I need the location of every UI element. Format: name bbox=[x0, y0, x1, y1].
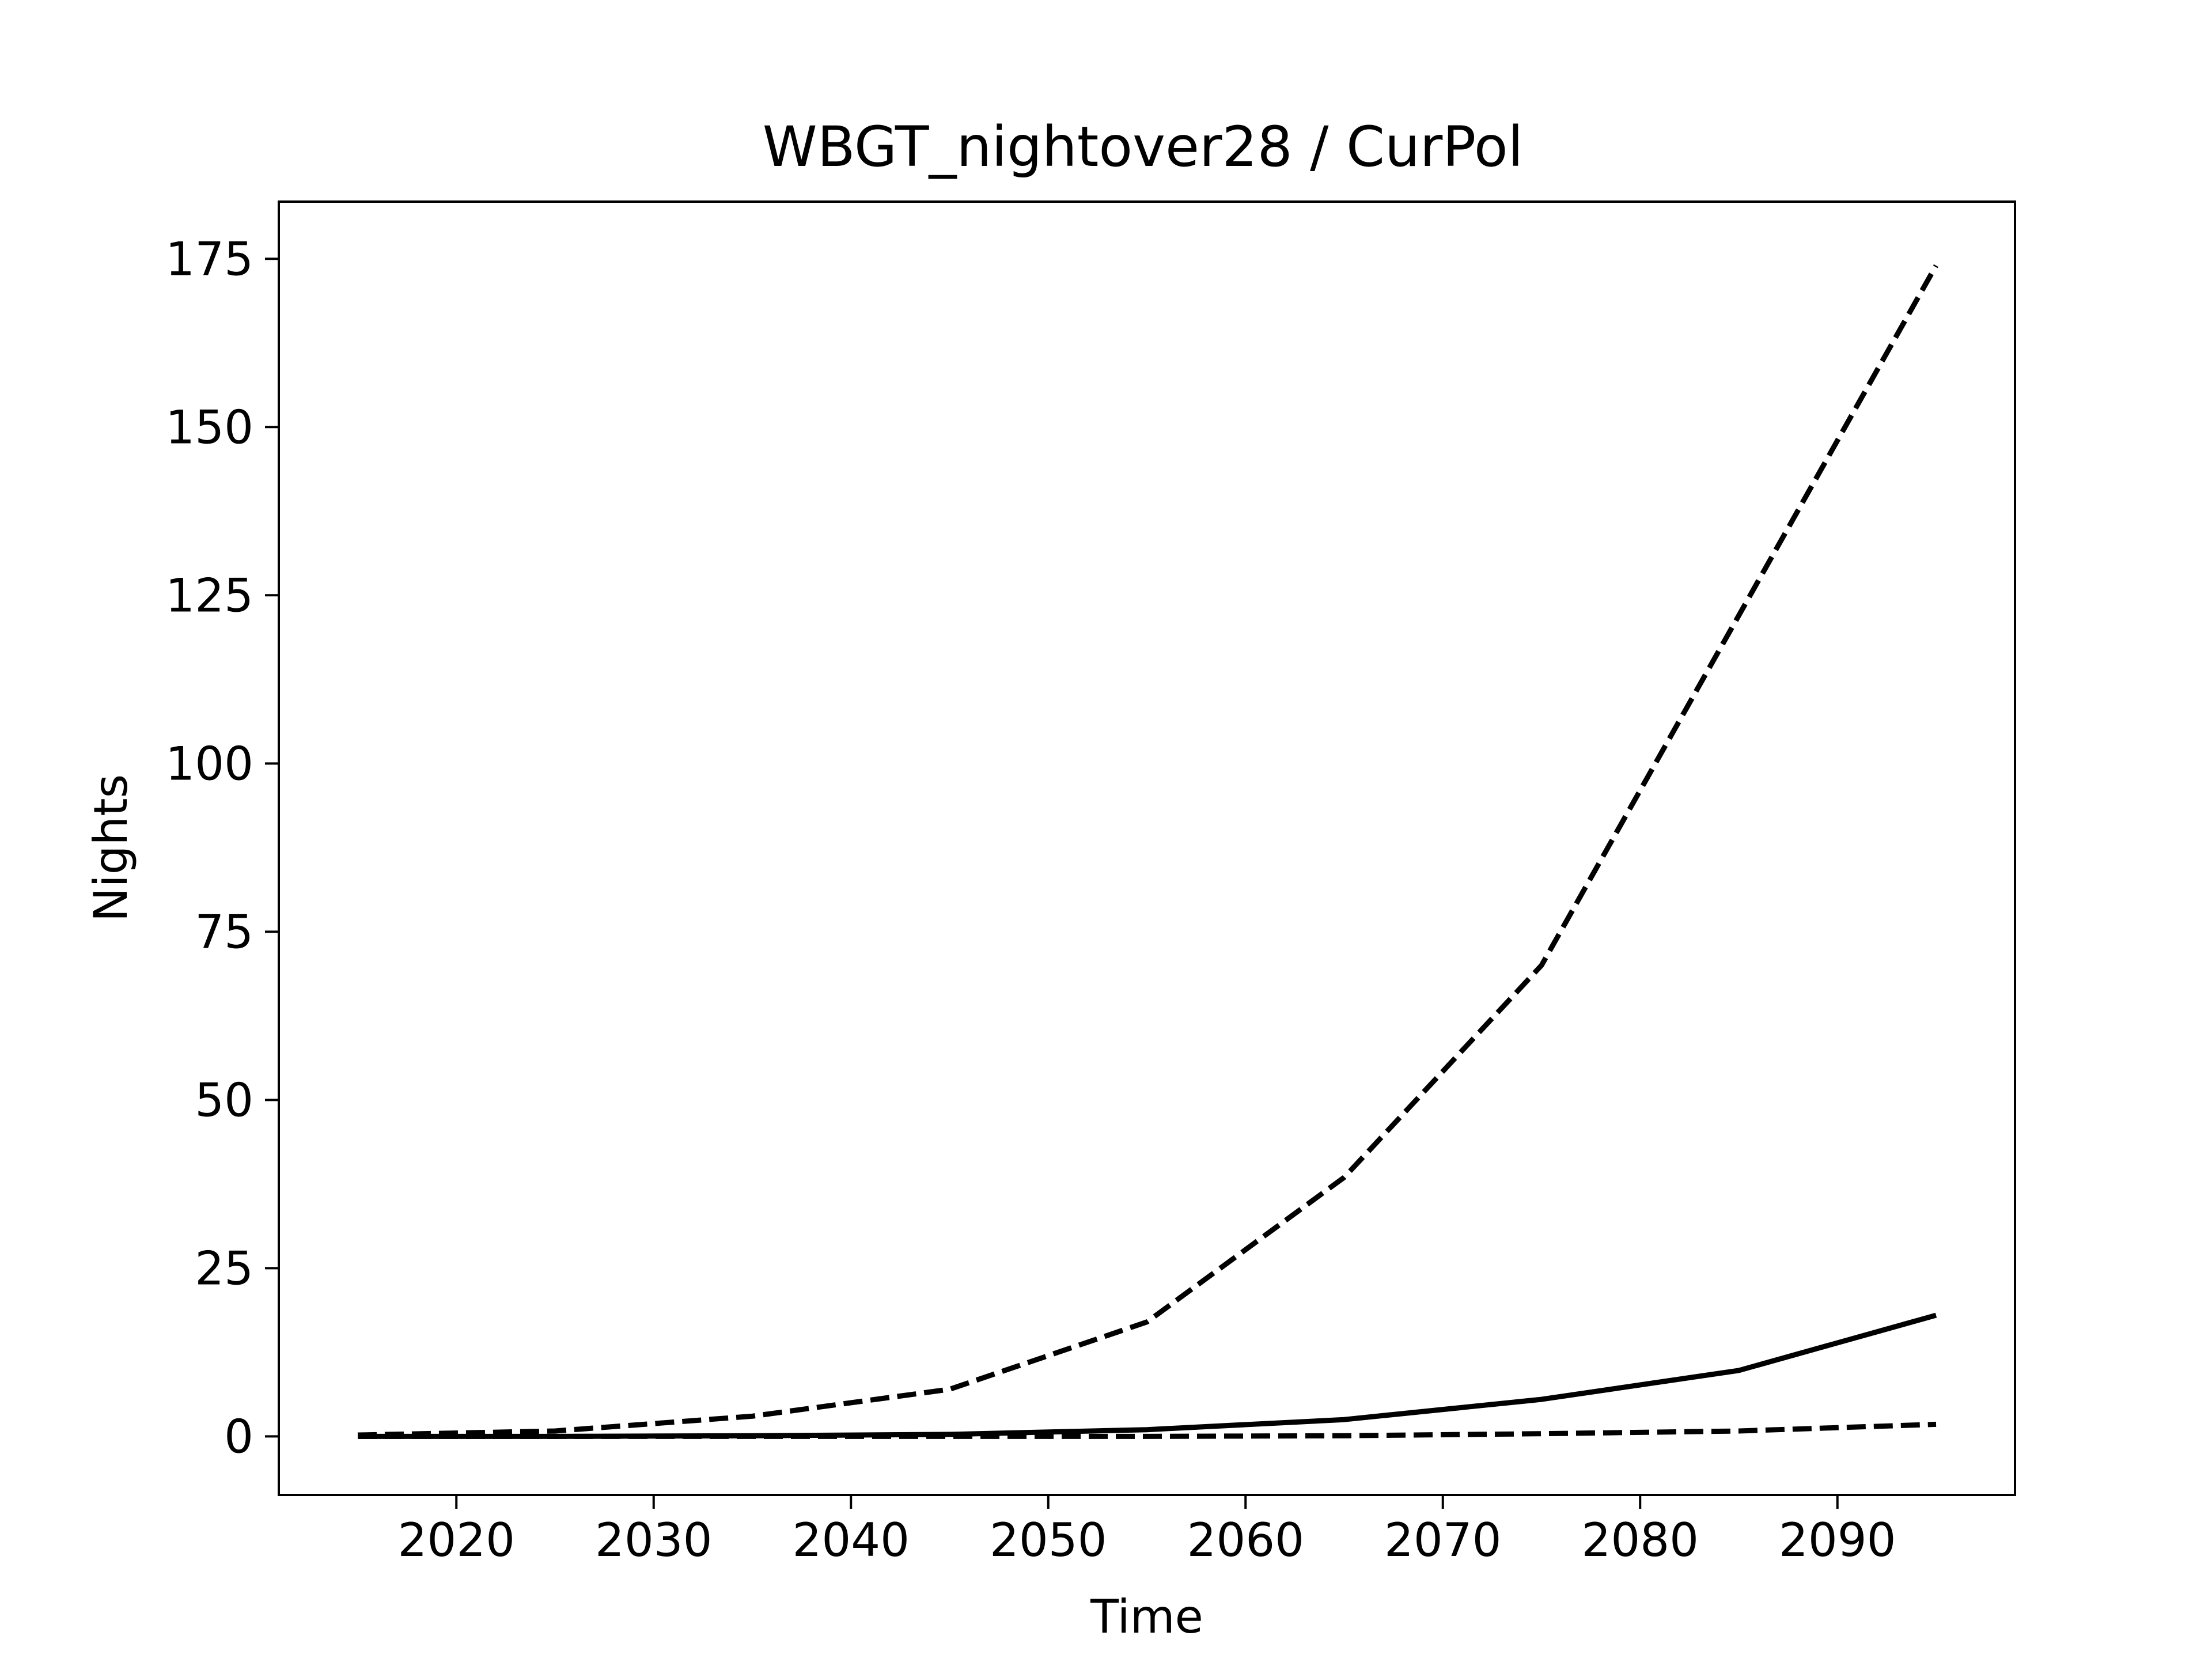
x-tick-label: 2060 bbox=[1187, 1513, 1304, 1567]
series-layer bbox=[357, 264, 1938, 1439]
series-line-3 bbox=[358, 1421, 1937, 1439]
chart-title: WBGT_nightover28 / CurPol bbox=[763, 115, 1523, 179]
y-tick-label: 50 bbox=[195, 1073, 253, 1127]
x-axis: 2020 2030 2040 2050 2060 2070 2080 2090 bbox=[397, 1495, 1896, 1567]
y-tick-label: 175 bbox=[165, 232, 253, 286]
x-tick-label: 2040 bbox=[792, 1513, 910, 1567]
series-line-2 bbox=[358, 1312, 1937, 1439]
y-axis: 0 25 50 75 100 125 150 175 bbox=[165, 232, 279, 1463]
y-tick-label: 125 bbox=[165, 569, 253, 622]
x-tick-label: 2080 bbox=[1581, 1513, 1699, 1567]
y-tick-label: 0 bbox=[224, 1410, 253, 1463]
x-tick-label: 2020 bbox=[397, 1513, 515, 1567]
x-tick-label: 2050 bbox=[990, 1513, 1107, 1567]
x-tick-label: 2030 bbox=[595, 1513, 713, 1567]
y-tick-label: 150 bbox=[165, 400, 253, 454]
x-axis-label: Time bbox=[1090, 1590, 1203, 1644]
plot-area-frame bbox=[278, 200, 2016, 1496]
y-tick-label: 100 bbox=[165, 737, 253, 790]
series-line-1 bbox=[357, 264, 1938, 1438]
y-axis-label: Nights bbox=[84, 774, 138, 922]
x-tick-label: 2070 bbox=[1384, 1513, 1502, 1567]
y-tick-label: 25 bbox=[195, 1241, 253, 1295]
x-tick-label: 2090 bbox=[1779, 1513, 1896, 1567]
y-tick-label: 75 bbox=[195, 905, 253, 959]
